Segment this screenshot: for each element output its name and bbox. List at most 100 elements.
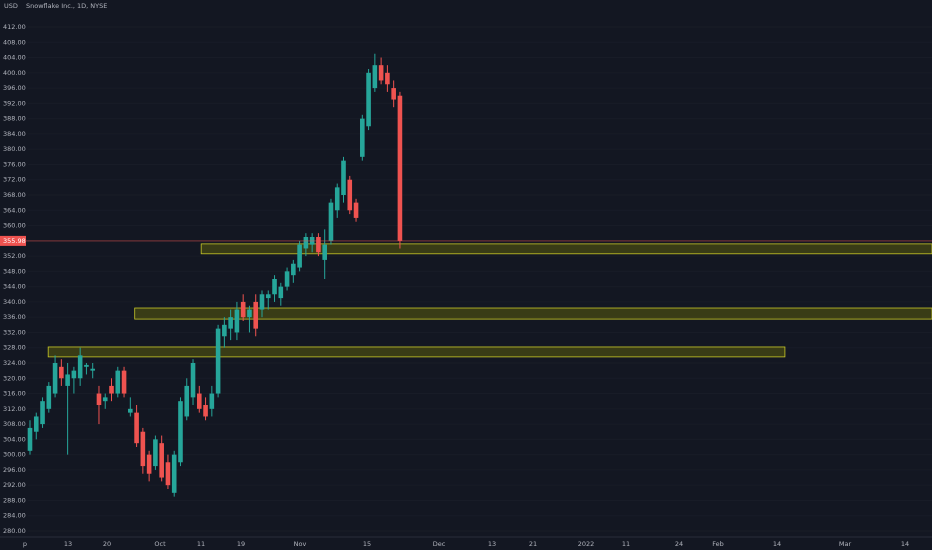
candle-body	[96, 393, 102, 405]
candle-body	[291, 263, 296, 276]
candle-body	[215, 328, 221, 394]
chart-title: Snowflake Inc., 1D, NYSE	[26, 2, 107, 10]
candle-body	[171, 454, 177, 493]
candle-body	[46, 385, 52, 409]
candle-body	[153, 439, 158, 467]
y-tick-label: 384.00	[3, 130, 26, 138]
zone	[47, 346, 786, 358]
y-tick-label: 408.00	[3, 38, 26, 46]
y-tick-label: 348.00	[3, 267, 26, 275]
y-tick-label: 332.00	[3, 328, 26, 336]
candle-body	[366, 72, 371, 127]
candle-body	[272, 279, 277, 295]
y-tick-label: 324.00	[3, 359, 26, 367]
y-tick-label: 336.00	[3, 313, 26, 321]
y-tick-label: 344.00	[3, 283, 26, 291]
y-tick-label: 388.00	[3, 115, 26, 123]
candle-body	[372, 65, 378, 89]
y-tick-label: 288.00	[3, 496, 26, 504]
candle-body	[109, 385, 114, 394]
candle-body	[353, 202, 359, 218]
candle-body	[341, 160, 346, 195]
candle-body	[159, 443, 164, 478]
y-tick-label: 284.00	[3, 512, 26, 520]
y-tick-label: 280.00	[3, 527, 26, 535]
candle-body	[184, 385, 190, 417]
candle-body	[284, 271, 290, 287]
candle-body	[178, 401, 183, 463]
y-tick-label: 396.00	[3, 84, 26, 92]
candle-body	[203, 405, 208, 417]
candle-body	[165, 462, 171, 486]
candle-body	[240, 301, 246, 318]
candle-body	[190, 363, 196, 398]
candle-body	[328, 202, 334, 241]
candle-body	[90, 368, 95, 371]
x-tick-label: 20	[103, 540, 111, 548]
candle-body	[234, 309, 240, 333]
y-tick-label: 400.00	[3, 69, 26, 77]
candle-body	[128, 408, 133, 413]
candle-body	[196, 393, 202, 409]
candle-body	[297, 244, 302, 268]
candle-body	[33, 416, 39, 432]
candle-body	[209, 393, 215, 409]
zone	[134, 307, 932, 320]
candle-body	[378, 65, 384, 81]
candle-body	[228, 317, 233, 329]
candle-body	[77, 355, 83, 379]
candle-body	[134, 412, 139, 444]
last-price-box	[0, 235, 26, 246]
candle-body	[391, 88, 396, 100]
x-tick-label: 24	[675, 540, 683, 548]
x-tick-label: 19	[237, 540, 245, 548]
y-tick-label: 340.00	[3, 298, 26, 306]
candle-body	[347, 179, 353, 211]
candle-body	[278, 286, 284, 299]
candle-body	[115, 370, 121, 394]
candle-body	[59, 366, 64, 379]
candle-body	[27, 427, 33, 451]
y-tick-label: 376.00	[3, 160, 26, 168]
y-tick-label: 328.00	[3, 344, 26, 352]
y-tick-label: 320.00	[3, 374, 26, 382]
candle-body	[52, 363, 58, 394]
candle-body	[303, 237, 309, 249]
x-tick-label: Dec	[433, 540, 446, 548]
y-tick-label: 404.00	[3, 54, 26, 62]
x-tick-label: 13	[64, 540, 72, 548]
candle-body	[65, 374, 70, 386]
candle-body	[385, 72, 390, 85]
x-tick-label: Oct	[154, 540, 166, 548]
y-tick-label: 304.00	[3, 435, 26, 443]
candle-body	[222, 324, 227, 337]
candle-body	[84, 364, 89, 367]
candle-body	[259, 294, 265, 310]
x-tick-label: 11	[197, 540, 205, 548]
x-tick-label: Mar	[839, 540, 852, 548]
y-tick-label: 312.00	[3, 405, 26, 413]
candle-body	[247, 309, 252, 318]
y-tick-label: 392.00	[3, 99, 26, 107]
x-tick-label: 15	[363, 540, 371, 548]
x-tick-label: Feb	[712, 540, 724, 548]
x-tick-label: p	[23, 540, 27, 548]
x-tick-label: 14	[901, 540, 909, 548]
y-tick-label: 368.00	[3, 191, 26, 199]
candle-body	[121, 370, 127, 394]
y-tick-label: 296.00	[3, 466, 26, 474]
zone	[200, 243, 932, 255]
last-price-label: 355.98	[3, 237, 26, 245]
x-tick-label: 13	[488, 540, 496, 548]
y-tick-label: 372.00	[3, 176, 26, 184]
y-tick-label: 308.00	[3, 420, 26, 428]
y-tick-label: 360.00	[3, 222, 26, 230]
x-tick-label: 14	[773, 540, 781, 548]
candle-body	[265, 294, 271, 299]
candle-body	[316, 237, 321, 253]
candle-body	[253, 301, 259, 329]
x-tick-label: 2022	[578, 540, 595, 548]
